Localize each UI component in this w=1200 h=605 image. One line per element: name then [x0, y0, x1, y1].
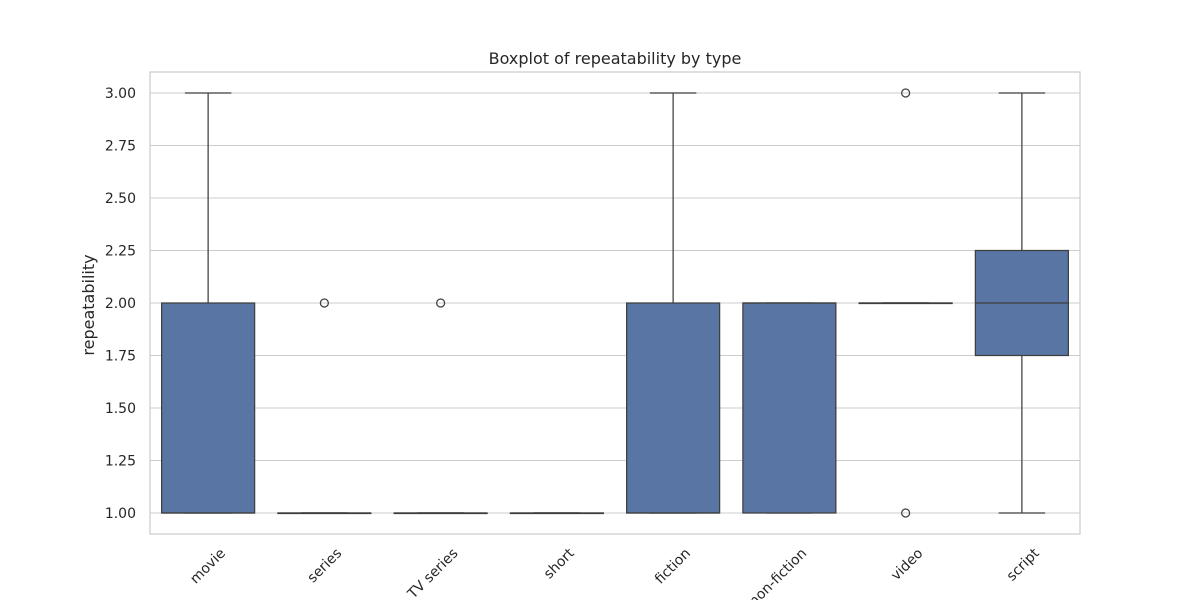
- grid-lines: [150, 92, 1080, 514]
- box-non-fiction: [742, 302, 837, 514]
- box-fiction: [626, 92, 721, 514]
- y-tick-label: 1.75: [105, 349, 136, 365]
- x-tick-label: non-fiction: [746, 546, 810, 600]
- y-tick-label: 1.25: [105, 454, 136, 470]
- box-series: [277, 298, 372, 515]
- box-body: [626, 302, 721, 514]
- chart-title: Boxplot of repeatability by type: [489, 49, 742, 68]
- x-tick-label: short: [541, 545, 578, 582]
- x-tick-label: TV series: [404, 546, 461, 600]
- box-body: [742, 302, 837, 514]
- x-tick-label: script: [1004, 545, 1043, 584]
- x-tick-labels: movie series TV series short fiction non-fict…: [187, 545, 1043, 605]
- box-tv-series: [393, 298, 488, 515]
- y-tick-label: 2.00: [105, 296, 136, 312]
- box-body: [161, 302, 256, 514]
- x-tick-label: movie: [187, 546, 229, 588]
- outlier-point: [436, 298, 446, 308]
- y-axis-label: repeatability: [79, 254, 98, 355]
- boxes: [161, 88, 1069, 518]
- y-tick-label: 3.00: [105, 86, 136, 102]
- y-tick-label: 2.75: [105, 139, 136, 155]
- box-script: [974, 92, 1069, 514]
- outlier-point: [319, 298, 329, 308]
- x-tick-label: video: [888, 546, 926, 584]
- x-tick-label: fiction: [652, 546, 694, 588]
- box-short: [509, 512, 604, 515]
- x-tick-label: series: [305, 546, 346, 587]
- box-video: [858, 88, 953, 518]
- y-tick-label: 2.50: [105, 191, 136, 207]
- y-tick-label: 1.00: [105, 506, 136, 522]
- y-tick-label: 1.50: [105, 401, 136, 417]
- outlier-point: [901, 88, 911, 98]
- outlier-point: [901, 508, 911, 518]
- y-tick-label: 2.25: [105, 244, 136, 260]
- box-movie: [161, 92, 256, 514]
- plot-frame: [149, 71, 1081, 535]
- y-tick-labels: 1.00 1.25 1.50 1.75 2.00 2.25 2.50 2.75 3.00: [105, 86, 136, 522]
